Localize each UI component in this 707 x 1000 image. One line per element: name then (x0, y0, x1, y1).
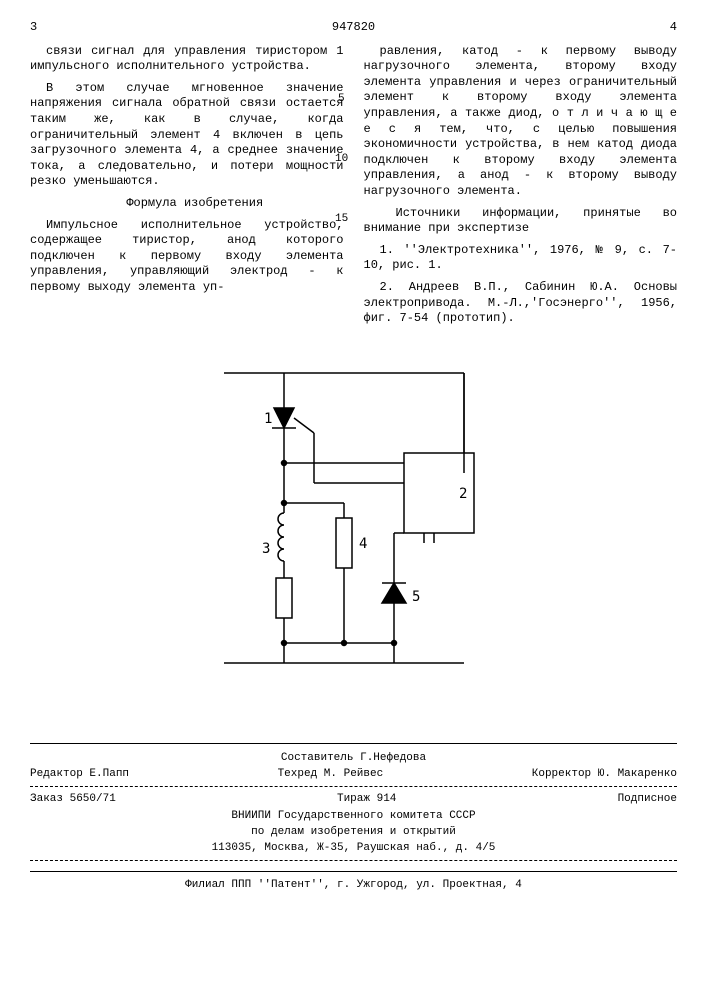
footer-order-line: Заказ 5650/71 Тираж 914 Подписное (30, 791, 677, 807)
diagram-label-1: 1 (264, 411, 272, 427)
diagram-label-5: 5 (412, 589, 420, 605)
left-paragraph-1: связи сигнал для управления тиристором 1… (30, 44, 344, 75)
text-columns: 5 10 15 связи сигнал для управления тири… (30, 44, 677, 333)
footer-org1: ВНИИПИ Государственного комитета СССР (30, 808, 677, 824)
right-paragraph-1: равления, катод - к первому выводу нагру… (364, 44, 678, 200)
footer-podpis: Подписное (618, 792, 677, 806)
right-column: равления, катод - к первому выводу нагру… (364, 44, 678, 333)
footer-corrector: Корректор Ю. Макаренко (532, 767, 677, 781)
footer-filial: Филиал ППП ''Патент'', г. Ужгород, ул. П… (30, 878, 677, 892)
footer-credits-line: Редактор Е.Папп Техред М. Рейвес Коррект… (30, 766, 677, 782)
footer-compiler: Составитель Г.Нефедова (30, 750, 677, 766)
footer-tirazh: Тираж 914 (337, 792, 396, 806)
page-number-left: 3 (30, 20, 37, 36)
footer-block: Составитель Г.Нефедова Редактор Е.Папп Т… (30, 743, 677, 873)
footer-addr: 113035, Москва, Ж-35, Раушская наб., д. … (30, 840, 677, 856)
source-2: 2. Андреев В.П., Сабинин Ю.А. Основы эле… (364, 280, 678, 327)
diagram-label-3: 3 (262, 541, 270, 557)
header-row: 3 947820 4 (30, 20, 677, 36)
line-marker-5: 5 (338, 92, 345, 106)
formula-title: Формула изобретения (30, 196, 344, 212)
left-paragraph-2: В этом случае мгновенное значение напряж… (30, 81, 344, 190)
circuit-diagram: 1 2 3 4 5 (30, 353, 677, 683)
document-number: 947820 (332, 20, 375, 36)
source-1: 1. ''Электротехника'', 1976, № 9, с. 7-1… (364, 243, 678, 274)
footer-org2: по делам изобретения и открытий (30, 824, 677, 840)
left-column: связи сигнал для управления тиристором 1… (30, 44, 344, 333)
footer-order: Заказ 5650/71 (30, 792, 116, 806)
line-marker-10: 10 (335, 152, 348, 166)
circuit-svg: 1 2 3 4 5 (214, 353, 494, 683)
dashed-divider-2 (30, 860, 677, 861)
dashed-divider-1 (30, 786, 677, 787)
footer-editor: Редактор Е.Папп (30, 767, 129, 781)
line-marker-15: 15 (335, 212, 348, 226)
left-paragraph-3: Импульсное исполнительное устройство, со… (30, 218, 344, 296)
diagram-label-4: 4 (359, 536, 367, 552)
page-number-right: 4 (670, 20, 677, 36)
footer-techred: Техред М. Рейвес (278, 767, 384, 781)
sources-title: Источники информации, принятые во вниман… (364, 206, 678, 237)
diagram-label-2: 2 (459, 486, 467, 502)
